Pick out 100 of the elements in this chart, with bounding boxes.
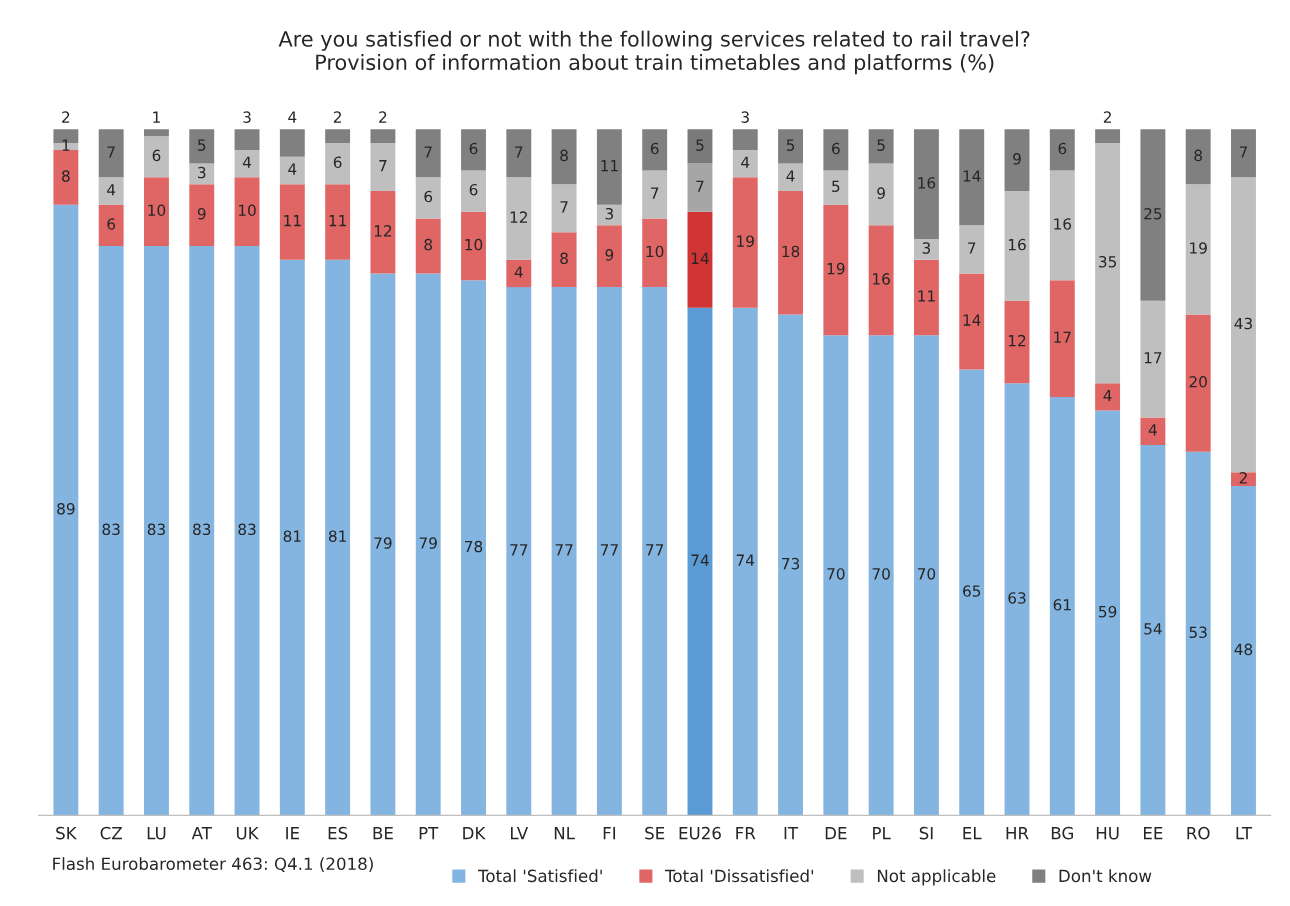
- data-label: 11: [284, 215, 301, 227]
- bar: [913, 259, 939, 336]
- data-label: 4: [242, 156, 252, 168]
- data-label: 4: [1148, 424, 1157, 436]
- x-tick-label: NL: [554, 827, 575, 840]
- data-label: 7: [379, 160, 387, 172]
- bar: [415, 129, 441, 178]
- data-label: 2: [333, 111, 341, 123]
- bar: [234, 245, 260, 816]
- bar: [53, 149, 79, 205]
- data-label: 3: [605, 207, 614, 220]
- data-label: 65: [963, 585, 981, 597]
- data-label: 2: [1239, 472, 1247, 484]
- data-label: 5: [877, 139, 885, 151]
- bar: [1004, 191, 1030, 301]
- data-label: 5: [832, 180, 840, 193]
- bar: [868, 163, 894, 226]
- bar: [732, 129, 758, 150]
- data-label: 6: [650, 142, 659, 155]
- x-tick-label: EE: [1143, 827, 1163, 840]
- bar: [98, 204, 124, 246]
- x-tick-label: AT: [191, 827, 212, 840]
- bar: [415, 177, 441, 219]
- x-tick-label: BE: [373, 827, 393, 840]
- data-label: 16: [873, 273, 890, 285]
- bar: [279, 156, 305, 185]
- bar: [1140, 444, 1166, 816]
- bar: [189, 163, 215, 185]
- data-label: 48: [1234, 643, 1253, 656]
- bar: [551, 287, 577, 816]
- x-tick-label: FR: [736, 827, 756, 840]
- data-label: 8: [1194, 149, 1202, 162]
- data-label: 8: [560, 252, 568, 265]
- data-label: 83: [238, 523, 256, 536]
- data-label: 6: [1058, 142, 1067, 155]
- data-label: 6: [333, 156, 342, 169]
- data-label: 10: [646, 245, 664, 258]
- bar: [279, 259, 305, 816]
- x-tick-label: PL: [873, 827, 891, 840]
- data-label: 77: [646, 544, 664, 556]
- data-label: 17: [1144, 352, 1162, 364]
- x-tick-label: LT: [1236, 827, 1253, 840]
- bar: [1004, 300, 1030, 384]
- data-label: 83: [102, 523, 120, 536]
- x-tick-label: IT: [784, 827, 799, 840]
- legend-label: Don't know: [1059, 869, 1152, 883]
- data-label: 8: [424, 238, 433, 251]
- data-label: 20: [1189, 376, 1207, 388]
- bar: [189, 129, 215, 164]
- data-label: 2: [1103, 111, 1111, 123]
- data-label: 16: [1008, 238, 1026, 251]
- data-label: 19: [737, 235, 754, 247]
- bar: [1185, 129, 1211, 185]
- chart-title: Are you satisfied or not with the following services related to rail travel? Provision of information about train timetables and platforms (%): [278, 30, 1030, 75]
- data-label: 70: [872, 568, 890, 580]
- bar: [1004, 129, 1030, 192]
- x-tick-label: FI: [603, 827, 615, 840]
- x-tick-label: PT: [419, 827, 439, 840]
- bar: [1231, 486, 1256, 816]
- data-label: 12: [1008, 334, 1026, 347]
- x-tick-label: RO: [1187, 826, 1210, 840]
- data-label: 73: [782, 557, 800, 570]
- data-label: 4: [288, 111, 297, 123]
- x-tick-label: HU: [1096, 827, 1119, 840]
- data-label: 7: [107, 146, 115, 158]
- bar: [1095, 143, 1121, 384]
- data-label: 4: [288, 163, 297, 175]
- x-tick-label: HR: [1006, 827, 1029, 840]
- x-tick-label: DE: [825, 827, 847, 840]
- data-label: 11: [918, 290, 935, 302]
- legend-label: Not applicable: [877, 869, 996, 886]
- bar: [53, 204, 79, 816]
- bar: [1095, 383, 1121, 411]
- data-label: 4: [107, 184, 116, 196]
- data-label: 79: [419, 537, 437, 549]
- bar: [868, 335, 894, 816]
- data-label: 6: [107, 218, 116, 230]
- data-label: 6: [424, 190, 433, 203]
- bar: [823, 204, 849, 336]
- data-label: 14: [691, 252, 709, 264]
- data-label: 54: [1144, 623, 1162, 635]
- data-label: 4: [514, 266, 523, 278]
- data-label: 5: [696, 139, 704, 151]
- bar: [1095, 129, 1121, 144]
- bar: [778, 314, 804, 816]
- bar: [551, 129, 577, 185]
- data-label: 59: [1099, 605, 1117, 618]
- data-label: 2: [62, 111, 70, 123]
- bar: [642, 129, 668, 171]
- bar: [98, 245, 124, 816]
- bar: [959, 129, 985, 226]
- data-label: 9: [197, 207, 206, 220]
- bar: [778, 163, 804, 192]
- bar: [1185, 184, 1211, 315]
- data-label: 7: [651, 187, 659, 199]
- bar: [1140, 300, 1166, 418]
- bar: [1095, 410, 1121, 816]
- bar: [823, 335, 849, 816]
- bar: [642, 170, 668, 219]
- bar: [189, 184, 215, 246]
